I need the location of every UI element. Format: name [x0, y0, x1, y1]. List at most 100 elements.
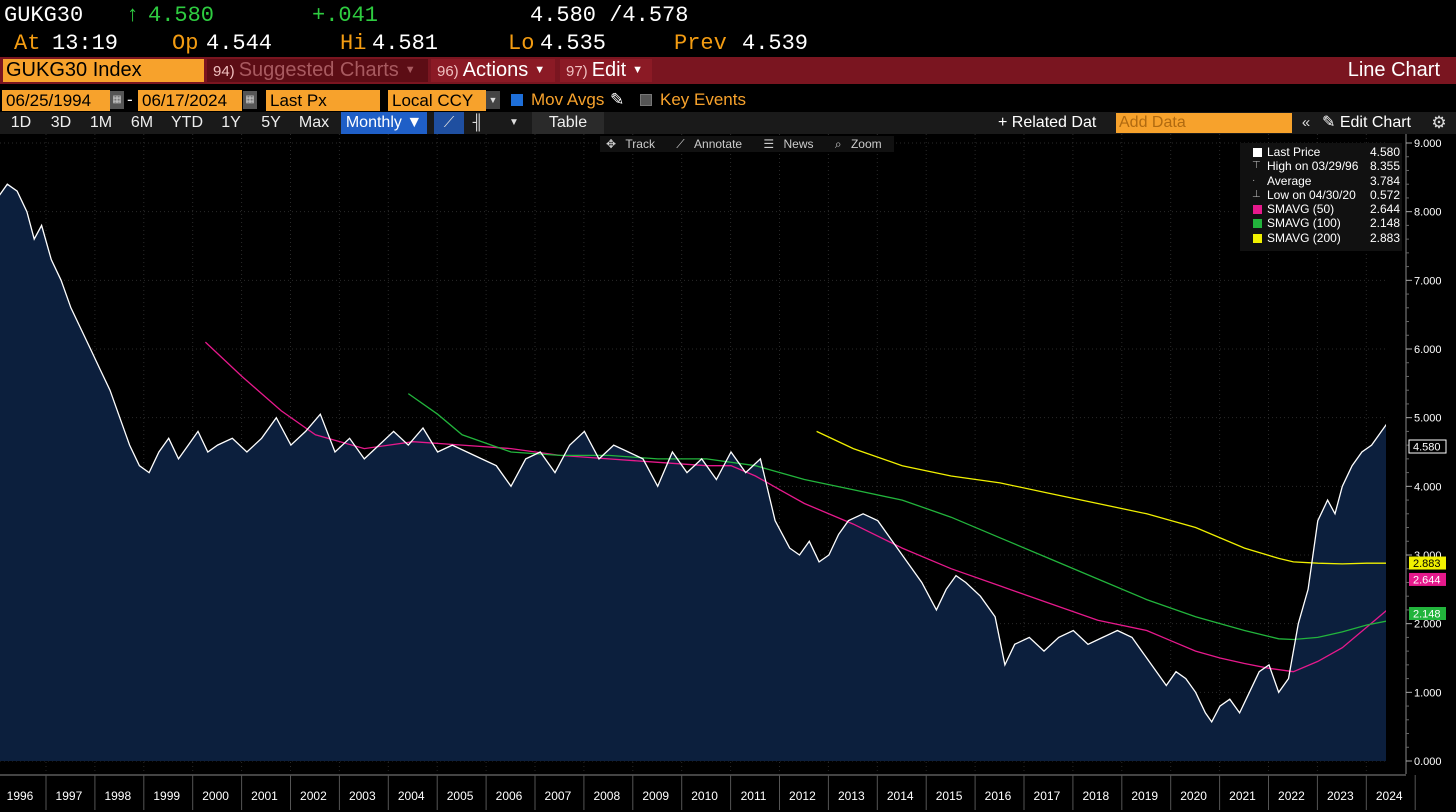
time-label: At: [14, 31, 41, 56]
x-tick-label: 2002: [300, 789, 327, 803]
gear-icon[interactable]: ⚙: [1431, 113, 1447, 132]
bar-chart-icon[interactable]: ╢: [472, 114, 484, 131]
start-date-input[interactable]: 06/25/1994: [2, 90, 110, 111]
mov-avgs-checkbox[interactable]: [511, 94, 523, 106]
price-area: [0, 184, 1414, 761]
actions-menu[interactable]: 96) Actions ▼: [431, 59, 555, 82]
range-3d-button[interactable]: 3D: [50, 114, 72, 131]
suggested-num: 94): [213, 63, 235, 80]
suggested-charts-menu[interactable]: 94) Suggested Charts ▼: [207, 59, 428, 82]
x-tick-label: 2020: [1180, 789, 1207, 803]
x-tick-label: 2010: [691, 789, 718, 803]
legend-name: SMAVG (100): [1267, 216, 1341, 231]
y-tick-label: 6.000: [1414, 344, 1442, 356]
track-tool[interactable]: ✥ Track: [606, 137, 655, 151]
x-tick-label: 2011: [741, 789, 767, 803]
legend-value: 2.148: [1370, 216, 1401, 231]
range-max-button[interactable]: Max: [298, 114, 330, 131]
legend-swatch: [1253, 233, 1262, 243]
range-1d-button[interactable]: 1D: [10, 114, 32, 131]
actions-num: 96): [437, 63, 459, 80]
legend-name: SMAVG (50): [1267, 202, 1335, 217]
edit-label: Edit: [591, 59, 627, 81]
x-tick-label: 2005: [447, 789, 474, 803]
x-tick-label: 1996: [7, 789, 34, 803]
table-button[interactable]: Table: [532, 112, 604, 134]
edit-chart-button[interactable]: ✎ Edit Chart: [1322, 112, 1426, 134]
annotate-tool[interactable]: ⟋ Annotate: [676, 137, 743, 151]
edit-menu[interactable]: 97) Edit ▼: [560, 59, 652, 82]
range-1y-button[interactable]: 1Y: [221, 114, 241, 131]
x-tick-label: 2006: [496, 789, 523, 803]
edit-num: 97): [566, 63, 588, 80]
legend-item[interactable]: ⊥ Low on 04/30/20 0.572: [1244, 187, 1401, 202]
x-tick-label: 2022: [1278, 789, 1305, 803]
line-chart[interactable]: 0.0001.0002.0003.0004.0005.0006.0007.000…: [0, 134, 1456, 812]
x-tick-label: 2021: [1229, 789, 1256, 803]
actions-label: Actions: [462, 59, 529, 81]
price-field-select[interactable]: Last Px: [266, 90, 380, 111]
legend-swatch: [1253, 205, 1262, 215]
periodicity-select[interactable]: Monthly ▼: [341, 112, 427, 134]
range-6m-button[interactable]: 6M: [130, 114, 154, 131]
legend-swatch: [1253, 148, 1262, 157]
caret-down-icon: ▼: [632, 64, 644, 77]
caret-down-icon[interactable]: ▼: [509, 117, 519, 128]
ticker-symbol: GUKG30: [4, 3, 84, 28]
legend-value: 0.572: [1370, 187, 1401, 202]
related-data-button[interactable]: + Related Dat: [998, 114, 1097, 131]
range-1m-button[interactable]: 1M: [89, 114, 113, 131]
news-tool[interactable]: ☰ News: [763, 137, 814, 151]
low-value: 4.535: [540, 31, 607, 56]
end-date-input[interactable]: 06/17/2024: [138, 90, 242, 111]
calendar-icon[interactable]: ▦: [243, 91, 257, 109]
legend-item[interactable]: SMAVG (100) 2.148: [1244, 216, 1401, 231]
x-tick-label: 2000: [202, 789, 229, 803]
line-chart-icon[interactable]: ⟋: [434, 112, 464, 134]
legend-item[interactable]: ⊤ High on 03/29/96 8.355: [1244, 159, 1400, 173]
legend-item[interactable]: SMAVG (200) 2.883: [1244, 231, 1400, 245]
key-events-checkbox[interactable]: [640, 94, 652, 106]
high-marker-icon: ⊤: [1252, 160, 1261, 172]
pencil-icon: ✎: [1322, 114, 1340, 131]
range-bar: 1D 3D 1M 6M YTD 1Y 5Y Max Monthly ▼ ⟋ ╢ …: [0, 112, 1456, 134]
range-5y-button[interactable]: 5Y: [261, 114, 281, 131]
collapse-icon[interactable]: «: [1301, 114, 1311, 131]
legend-item[interactable]: Last Price 4.580: [1244, 145, 1401, 159]
legend-name: Last Price: [1267, 145, 1321, 159]
sma50-line: [204, 341, 1414, 673]
y-tick-label: 4.000: [1414, 481, 1442, 493]
legend-name: Low on 04/30/20: [1267, 187, 1356, 202]
date-separator: -: [127, 90, 133, 109]
legend-item[interactable]: SMAVG (50) 2.644: [1244, 202, 1400, 217]
calendar-icon[interactable]: ▦: [110, 91, 124, 109]
zoom-tool[interactable]: ⌕ Zoom: [834, 137, 882, 151]
sma200-line: [816, 430, 1414, 565]
security-field[interactable]: GUKG30 Index: [3, 59, 204, 82]
settings-bar: 06/25/1994 ▦ - 06/17/2024 ▦ Last Px Loca…: [0, 88, 1456, 112]
key-events-label[interactable]: Key Events: [660, 90, 746, 109]
currency-select[interactable]: Local CCY: [388, 90, 486, 111]
legend-value: 4.580: [1370, 145, 1401, 159]
mov-avgs-label[interactable]: Mov Avgs: [531, 90, 605, 109]
range-ytd-button[interactable]: YTD: [171, 114, 203, 131]
last-value-tag: [1409, 607, 1446, 621]
legend-item[interactable]: · Average 3.784: [1244, 174, 1400, 188]
add-data-input[interactable]: Add Data: [1116, 113, 1292, 133]
pencil-icon[interactable]: ✎: [610, 90, 625, 109]
x-tick-label: 1997: [56, 789, 83, 803]
caret-down-icon: ▼: [534, 64, 546, 77]
x-tick-label: 2012: [789, 789, 816, 803]
last-value-tag: [1409, 556, 1446, 570]
quote-time: 13:19: [52, 31, 119, 56]
x-axis-panel: [0, 774, 1456, 812]
x-tick-label: 2004: [398, 789, 425, 803]
y-tick-label: 8.000: [1414, 207, 1442, 219]
legend-swatch: [1253, 219, 1262, 229]
high-label: Hi: [340, 31, 367, 56]
last-price: 4.580: [148, 3, 215, 28]
caret-down-icon[interactable]: ▼: [486, 91, 500, 109]
open-value: 4.544: [206, 31, 273, 56]
x-tick-label: 2017: [1034, 789, 1061, 803]
x-tick-label: 2016: [985, 789, 1012, 803]
